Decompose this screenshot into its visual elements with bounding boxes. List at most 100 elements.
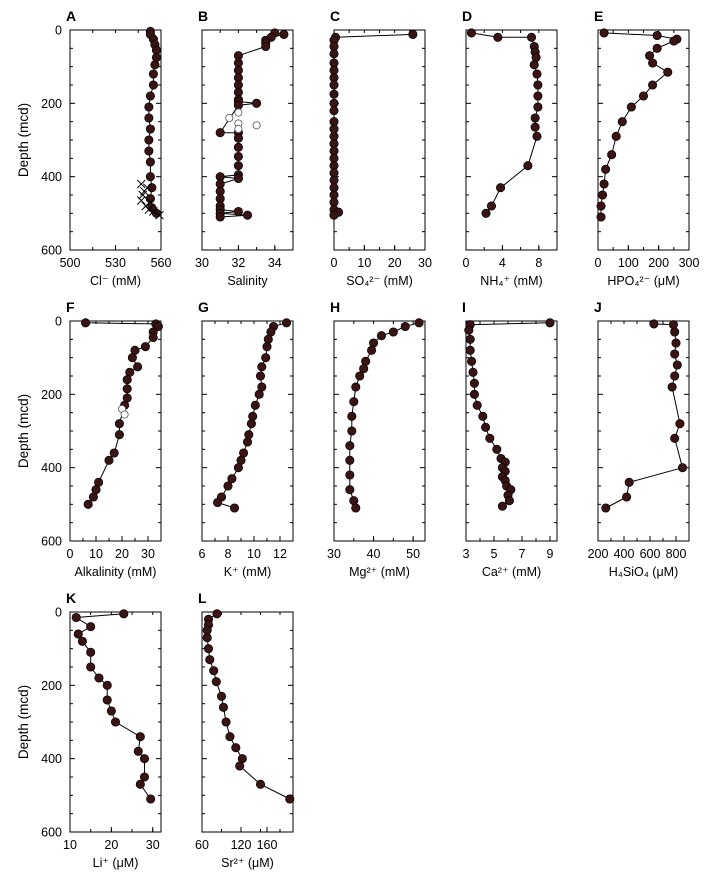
data-point: [652, 30, 662, 41]
data-point: [472, 400, 482, 410]
data-point: [359, 364, 369, 374]
data-point: [649, 319, 659, 329]
panel-label: L: [198, 590, 207, 606]
data-point: [145, 194, 155, 204]
data-point: [414, 318, 424, 328]
data-point: [86, 622, 96, 632]
series-line: [600, 32, 679, 217]
data-point: [94, 673, 104, 683]
data-point: [530, 122, 540, 132]
panel-label: D: [462, 8, 472, 24]
x-tick-label: 40: [367, 547, 381, 561]
panel-label: J: [594, 299, 602, 315]
data-point: [244, 430, 254, 440]
data-point: [127, 353, 137, 363]
data-point: [669, 36, 679, 46]
data-point: [213, 497, 223, 508]
data-point: [227, 474, 237, 484]
x-tick-label: 20: [115, 547, 129, 561]
y-axis-label: Depth (mcd): [16, 394, 31, 468]
data-point: [349, 397, 359, 407]
data-point: [285, 794, 295, 804]
x-axis-label: H₄SiO₄ (μM): [609, 565, 678, 579]
x-axis-label: Li⁺ (μM): [93, 856, 139, 870]
panel-G: 6 8 10 12 G K⁺ (mM): [198, 299, 294, 579]
panel-label: I: [462, 299, 466, 315]
y-tick-label: 200: [41, 97, 62, 111]
open-data-point: [234, 108, 243, 117]
data-point: [347, 426, 357, 436]
series-line: [333, 33, 413, 216]
data-point: [523, 161, 533, 171]
data-point: [153, 321, 163, 332]
data-point: [114, 430, 124, 440]
data-point: [533, 102, 543, 112]
plot-frame: [333, 29, 426, 251]
x-tick-label: 10: [357, 256, 371, 270]
data-point: [486, 201, 497, 211]
data-point: [279, 29, 289, 39]
data-point: [150, 60, 160, 70]
panel-label: G: [198, 299, 209, 315]
x-tick-label: 530: [105, 256, 126, 270]
data-point: [648, 80, 658, 90]
data-point: [262, 342, 272, 352]
x-tick-label: 10: [89, 547, 103, 561]
data-point: [209, 666, 219, 676]
data-point: [144, 135, 154, 145]
data-point: [532, 69, 542, 79]
data-point: [504, 496, 514, 506]
x-tick-label: 560: [151, 256, 172, 270]
data-point: [261, 41, 271, 52]
data-point: [203, 644, 214, 654]
data-point: [478, 411, 488, 421]
data-point: [526, 32, 537, 42]
data-point: [86, 647, 96, 657]
data-point: [281, 318, 292, 328]
x-tick-label: 30: [327, 547, 341, 561]
data-point: [351, 503, 361, 513]
data-point: [624, 477, 634, 487]
x-tick-label: 30: [146, 838, 160, 852]
cross-data-point: [146, 197, 155, 207]
x-tick-label: 0: [67, 547, 74, 561]
data-point: [248, 411, 258, 421]
data-point: [533, 91, 543, 101]
x-tick-label: 20: [104, 838, 118, 852]
data-point: [355, 371, 365, 381]
y-tick-label: 400: [41, 170, 62, 184]
plot-frame: [465, 29, 558, 251]
x-tick-label: 0: [463, 256, 470, 270]
panel-H: 30 40 50 H Mg²⁺ (mM): [327, 299, 426, 579]
y-tick-label: 0: [55, 315, 62, 329]
data-point: [670, 327, 680, 337]
data-point: [148, 80, 158, 90]
cross-data-point: [144, 205, 154, 215]
x-tick-label: 500: [60, 256, 81, 270]
x-tick-label: 30: [195, 256, 209, 270]
data-point: [347, 411, 357, 421]
y-tick-label: 400: [41, 752, 62, 766]
data-point: [345, 485, 355, 495]
data-point: [122, 384, 132, 394]
cross-data-point: [136, 179, 146, 189]
x-tick-label: 10: [63, 838, 77, 852]
data-point: [597, 190, 608, 200]
x-tick-label: 30: [141, 547, 155, 561]
data-point: [77, 636, 87, 646]
panel-F: 0 200 400 600 0 10 20 30 F Alkalinity (mM) Depth (…: [16, 299, 163, 579]
data-point: [151, 208, 161, 218]
data-point: [464, 325, 474, 335]
data-point: [215, 128, 225, 138]
panel-I: 3 5 7 9 I Ca²⁺ (mM): [462, 299, 558, 579]
data-point: [468, 367, 478, 377]
x-tick-label: 60: [195, 838, 209, 852]
data-point: [216, 691, 227, 701]
x-tick-label: 4: [499, 256, 506, 270]
x-axis-label: Ca²⁺ (mM): [482, 565, 541, 579]
panel-label: H: [330, 299, 340, 315]
data-point: [596, 201, 606, 211]
data-point: [233, 142, 243, 152]
data-point: [263, 334, 273, 344]
data-point: [351, 382, 361, 392]
